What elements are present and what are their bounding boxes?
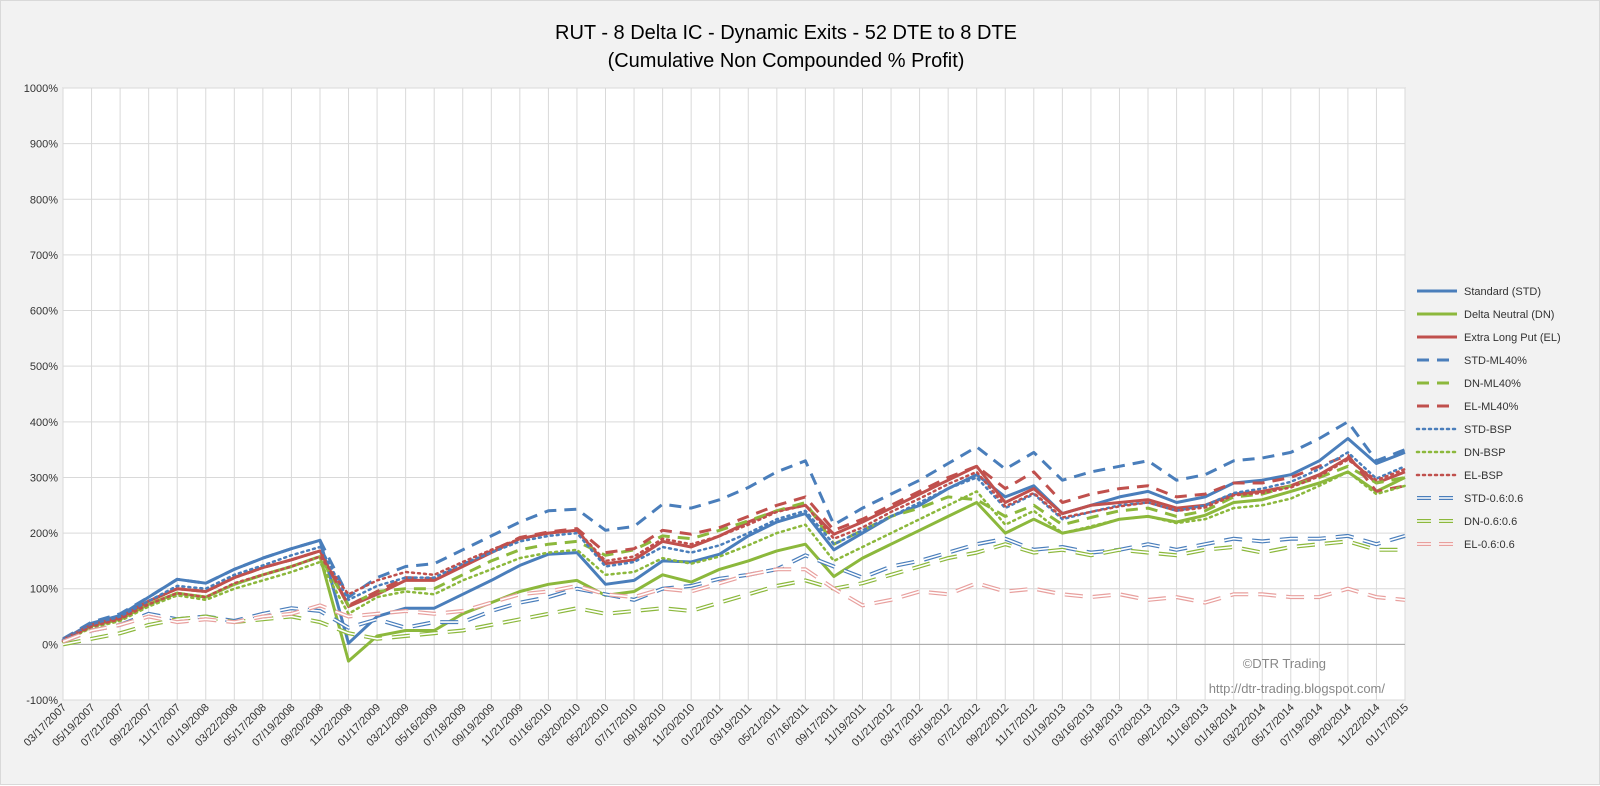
series-line-el-bsp xyxy=(61,458,1407,643)
legend: Standard (STD) Delta Neutral (DN) Extra Lo… xyxy=(1415,286,1561,551)
y-tick-label: 800% xyxy=(30,194,58,206)
series-layer xyxy=(61,420,1407,663)
series-line-el-0-6-0-6 xyxy=(62,568,1406,643)
legend-label-std-0-6-0-6: STD-0.6:0.6 xyxy=(1464,493,1523,505)
legend-label-dn-ml40: DN-ML40% xyxy=(1464,378,1521,390)
y-tick-label: 0% xyxy=(42,639,58,651)
watermark-copyright: ©DTR Trading xyxy=(1243,656,1326,671)
y-axis-ticks: -100% 0% 100% 200% 300% 400% 500% 600% 700% 800% 9… xyxy=(24,83,58,707)
legend-label-dn-bsp: DN-BSP xyxy=(1464,447,1506,459)
legend-label-delta-neutral-dn: Delta Neutral (DN) xyxy=(1464,309,1554,321)
y-tick-label: 400% xyxy=(30,417,58,429)
chart-title: RUT - 8 Delta IC - Dynamic Exits - 52 DT… xyxy=(555,22,1017,44)
y-tick-label: 200% xyxy=(30,528,58,540)
legend-label-extra-long-put-el: Extra Long Put (EL) xyxy=(1464,332,1561,344)
series-line-std-ml40 xyxy=(62,420,1406,641)
legend-label-standard-std: Standard (STD) xyxy=(1464,286,1541,298)
watermark-url: http://dtr-trading.blogspot.com/ xyxy=(1209,681,1386,696)
y-tick-label: 1000% xyxy=(24,83,58,95)
series-line-dn-0-6-0-6 xyxy=(62,540,1405,646)
series-line-el-ml40 xyxy=(62,453,1406,642)
legend-label-dn-0-6-0-6: DN-0.6:0.6 xyxy=(1464,516,1517,528)
x-axis-ticks: 03/17/200705/19/200707/21/200709/22/2007… xyxy=(22,702,1411,749)
y-tick-label: 300% xyxy=(30,472,58,484)
y-tick-label: 500% xyxy=(30,361,58,373)
y-tick-label: 900% xyxy=(30,139,58,151)
y-tick-label: -100% xyxy=(26,695,58,707)
legend-label-el-ml40: EL-ML40% xyxy=(1464,401,1519,413)
legend-label-std-bsp: STD-BSP xyxy=(1464,424,1512,436)
plot-area xyxy=(62,87,1406,701)
series-line-dn-bsp xyxy=(61,470,1407,643)
y-tick-label: 600% xyxy=(30,306,58,318)
y-tick-label: 700% xyxy=(30,250,58,262)
legend-label-el-0-6-0-6: EL-0.6:0.6 xyxy=(1464,539,1515,551)
series-line-std-0-6-0-6 xyxy=(62,535,1406,643)
series-line-std-bsp xyxy=(61,451,1407,642)
chart-subtitle: (Cumulative Non Compounded % Profit) xyxy=(608,50,965,72)
legend-label-std-ml40: STD-ML40% xyxy=(1464,355,1527,367)
y-tick-label: 100% xyxy=(30,584,58,596)
legend-label-el-bsp: EL-BSP xyxy=(1464,470,1503,482)
